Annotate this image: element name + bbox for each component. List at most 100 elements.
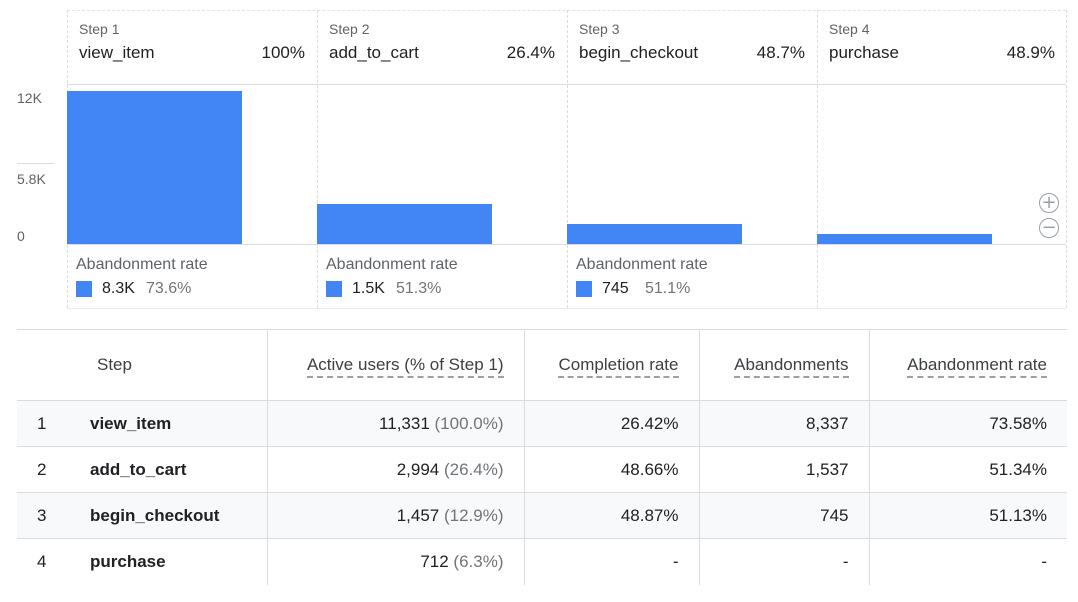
abandonments-cell: 8,337: [699, 400, 870, 447]
row-step-name: add_to_cart: [90, 459, 187, 479]
abandonment-swatch: [326, 281, 342, 297]
abandonment-rate-cell: -: [869, 538, 1067, 585]
step-name: add_to_cart: [329, 43, 419, 62]
column-divider: [567, 10, 568, 308]
step-number: Step 4: [829, 21, 870, 37]
table-row[interactable]: 4 purchase 712 (6.3%) - - -: [17, 538, 1067, 585]
abandonments-cell: -: [699, 538, 870, 585]
step-percentage: 48.9%: [1006, 43, 1055, 62]
y-tick-line: [17, 163, 54, 164]
abandonment-rate-cell: 51.13%: [869, 492, 1067, 539]
y-tick-label: 12K: [17, 90, 42, 106]
abandonment-rate-cell: 73.58%: [869, 400, 1067, 447]
active-users-cell: 11,331 (100.0%): [267, 400, 525, 447]
completion-rate-cell: -: [524, 538, 700, 585]
funnel-bar-begin-checkout[interactable]: [567, 224, 742, 244]
abandonment-value: 1.5K: [352, 280, 385, 297]
active-users-value: 2,994: [396, 459, 440, 479]
abandonment-title: Abandonment rate: [326, 256, 458, 273]
active-users-percent: (100.0%): [434, 413, 504, 433]
column-divider: [1066, 10, 1067, 308]
row-index: 1: [37, 413, 47, 433]
step-name: begin_checkout: [579, 43, 699, 62]
column-header-label: Abandonment rate: [907, 355, 1047, 378]
abandonments-cell: 1,537: [699, 446, 870, 493]
abandonment-value: 745: [602, 280, 629, 297]
column-header-label: Step: [97, 355, 132, 374]
step-percentage: 100%: [261, 43, 305, 62]
funnel-bar-purchase[interactable]: [817, 234, 992, 244]
row-step-name: begin_checkout: [90, 505, 220, 525]
row-index: 4: [37, 551, 47, 571]
column-divider: [817, 10, 818, 308]
step-cell: 2 add_to_cart: [17, 446, 268, 493]
step-cell: 4 purchase: [17, 538, 268, 585]
baseline: [67, 244, 1066, 245]
funnel-chart: 12K 5.8K 0 Step 1 view_item 100% Step 2 …: [17, 10, 1067, 309]
abandonment-percent: 51.3%: [396, 280, 442, 297]
active-users-percent: (6.3%): [453, 551, 504, 571]
active-users-percent: (12.9%): [443, 505, 504, 525]
step-cell: 1 view_item: [17, 400, 268, 447]
column-header-step: Step: [17, 329, 268, 401]
step-header-1[interactable]: Step 1 view_item 100%: [67, 10, 317, 84]
funnel-bar-view-item[interactable]: [67, 91, 242, 244]
abandonment-percent: 73.6%: [146, 280, 192, 297]
abandonments-cell: 745: [699, 492, 870, 539]
row-step-name: view_item: [90, 413, 172, 433]
plus-icon: +: [1041, 192, 1057, 213]
completion-rate-cell: 48.66%: [524, 446, 700, 493]
abandonment-swatch: [76, 281, 92, 297]
step-number: Step 3: [579, 21, 620, 37]
step-percentage: 48.7%: [756, 43, 805, 62]
table-header-row: Step Active users (% of Step 1) Completi…: [17, 329, 1067, 401]
header-divider: [67, 84, 1066, 85]
column-header-abandonments[interactable]: Abandonments: [699, 329, 870, 401]
chart-bottom-border: [67, 308, 1066, 309]
table-row[interactable]: 2 add_to_cart 2,994 (26.4%) 48.66% 1,537 …: [17, 446, 1067, 493]
active-users-cell: 712 (6.3%): [267, 538, 525, 585]
step-header-2[interactable]: Step 2 add_to_cart 26.4%: [317, 10, 567, 84]
column-divider: [317, 10, 318, 308]
table-row[interactable]: 3 begin_checkout 1,457 (12.9%) 48.87% 745…: [17, 492, 1067, 539]
abandonment-swatch: [576, 281, 592, 297]
abandonment-value: 8.3K: [102, 280, 135, 297]
column-header-label: Abandonments: [734, 355, 849, 378]
row-step-name: purchase: [90, 551, 166, 571]
step-name: purchase: [829, 43, 899, 62]
step-header-4[interactable]: Step 4 purchase 48.9%: [817, 10, 1067, 84]
column-header-active-users[interactable]: Active users (% of Step 1): [267, 329, 525, 401]
y-tick-label: 5.8K: [17, 171, 46, 187]
zoom-in-button[interactable]: +: [1039, 193, 1059, 213]
row-index: 3: [37, 505, 47, 525]
column-header-label: Completion rate: [558, 355, 679, 378]
abandonment-percent: 51.1%: [645, 280, 691, 297]
step-header-3[interactable]: Step 3 begin_checkout 48.7%: [567, 10, 817, 84]
abandonment-title: Abandonment rate: [76, 256, 208, 273]
zoom-out-button[interactable]: −: [1039, 218, 1059, 238]
active-users-percent: (26.4%): [443, 459, 504, 479]
y-tick-label: 0: [17, 228, 25, 244]
step-name: view_item: [79, 43, 155, 62]
step-number: Step 1: [79, 21, 120, 37]
table-row[interactable]: 1 view_item 11,331 (100.0%) 26.42% 8,337 …: [17, 400, 1067, 447]
abandonment-title: Abandonment rate: [576, 256, 708, 273]
abandonment-rate-cell: 51.34%: [869, 446, 1067, 493]
minus-icon: −: [1041, 217, 1057, 238]
active-users-value: 712: [420, 551, 449, 571]
step-number: Step 2: [329, 21, 370, 37]
column-header-abandonment-rate[interactable]: Abandonment rate: [869, 329, 1067, 401]
column-header-completion-rate[interactable]: Completion rate: [524, 329, 700, 401]
chart-top-border: [67, 10, 1066, 11]
active-users-value: 11,331: [379, 413, 430, 433]
active-users-cell: 2,994 (26.4%): [267, 446, 525, 493]
column-header-label: Active users (% of Step 1): [306, 355, 504, 378]
row-index: 2: [37, 459, 47, 479]
completion-rate-cell: 26.42%: [524, 400, 700, 447]
step-cell: 3 begin_checkout: [17, 492, 268, 539]
active-users-cell: 1,457 (12.9%): [267, 492, 525, 539]
funnel-table: Step Active users (% of Step 1) Completi…: [17, 329, 1067, 585]
funnel-bar-add-to-cart[interactable]: [317, 203, 492, 244]
completion-rate-cell: 48.87%: [524, 492, 700, 539]
step-percentage: 26.4%: [506, 43, 555, 62]
